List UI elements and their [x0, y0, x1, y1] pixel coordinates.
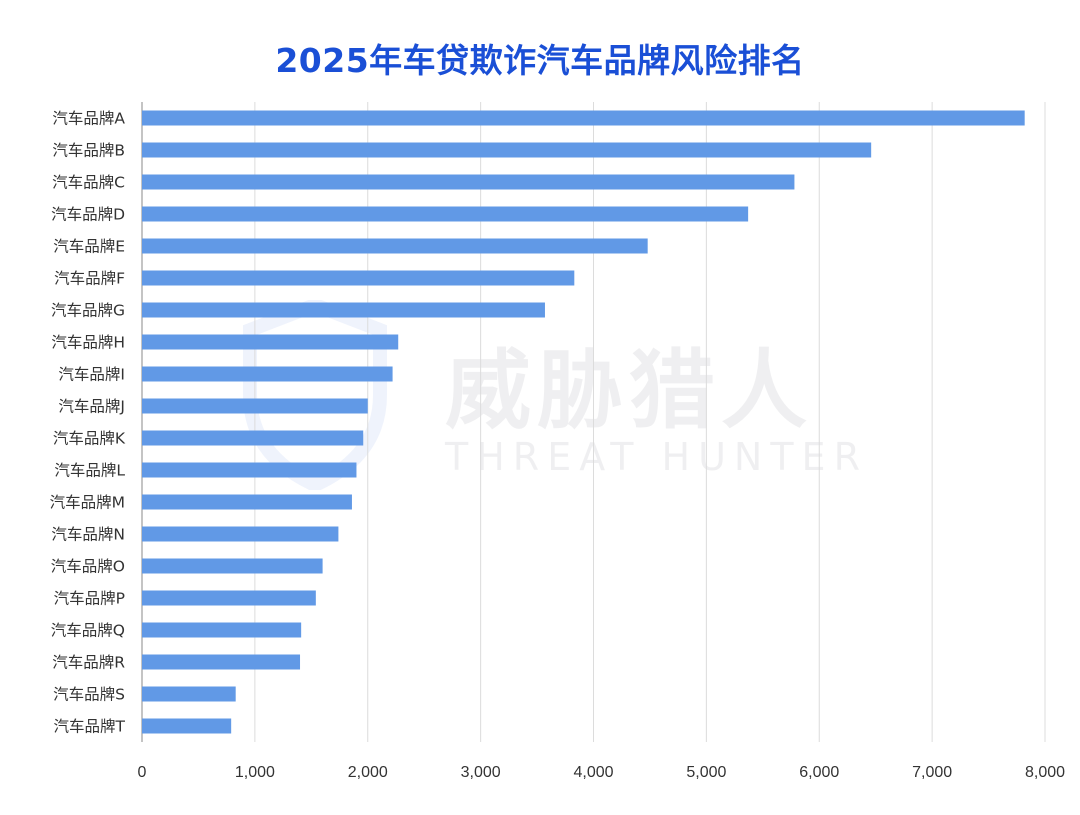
y-tick-label: 汽车品牌M	[50, 494, 125, 512]
chart-title: 2025年车贷欺诈汽车品牌风险排名	[275, 41, 805, 80]
y-tick-label: 汽车品牌Q	[51, 622, 125, 640]
y-tick-label: 汽车品牌O	[51, 558, 125, 576]
bar	[142, 110, 1025, 126]
bar	[142, 238, 648, 254]
y-tick-label: 汽车品牌B	[52, 142, 125, 160]
y-tick-label: 汽车品牌G	[51, 302, 125, 320]
y-tick-label: 汽车品牌F	[54, 270, 125, 288]
y-tick-label: 汽车品牌R	[52, 654, 125, 672]
y-tick-label: 汽车品牌I	[58, 366, 125, 384]
bar	[142, 334, 399, 350]
y-tick-label: 汽车品牌H	[51, 334, 125, 352]
y-tick-label: 汽车品牌T	[54, 718, 126, 736]
y-tick-label: 汽车品牌J	[58, 398, 125, 416]
bar	[142, 206, 749, 222]
y-tick-label: 汽车品牌K	[53, 430, 126, 448]
y-tick-label: 汽车品牌L	[54, 462, 125, 480]
bar	[142, 718, 232, 734]
bar	[142, 366, 393, 382]
x-tick-label: 7,000	[912, 764, 952, 781]
bar	[142, 270, 575, 286]
bar	[142, 430, 364, 446]
bar	[142, 174, 795, 190]
y-tick-label: 汽车品牌A	[52, 110, 125, 128]
y-tick-label: 汽车品牌P	[54, 590, 125, 608]
bar	[142, 526, 339, 542]
bar	[142, 142, 872, 158]
bar	[142, 686, 236, 702]
x-tick-label: 2,000	[348, 764, 388, 781]
bar	[142, 654, 301, 670]
x-tick-label: 8,000	[1025, 764, 1065, 781]
x-tick-label: 6,000	[799, 764, 839, 781]
bar	[142, 398, 368, 414]
bar	[142, 590, 316, 606]
x-tick-label: 3,000	[461, 764, 501, 781]
x-tick-label: 1,000	[235, 764, 275, 781]
y-tick-label: 汽车品牌E	[53, 238, 125, 256]
x-tick-label: 0	[138, 764, 147, 781]
x-tick-label: 5,000	[686, 764, 726, 781]
y-tick-label: 汽车品牌S	[53, 686, 125, 704]
y-tick-label: 汽车品牌N	[51, 526, 125, 544]
bar	[142, 558, 323, 574]
y-tick-label: 汽车品牌C	[52, 174, 125, 192]
bar	[142, 494, 352, 510]
y-tick-label: 汽车品牌D	[51, 206, 125, 224]
x-tick-label: 4,000	[573, 764, 613, 781]
bar	[142, 302, 545, 318]
bar	[142, 622, 302, 638]
bar	[142, 462, 357, 478]
